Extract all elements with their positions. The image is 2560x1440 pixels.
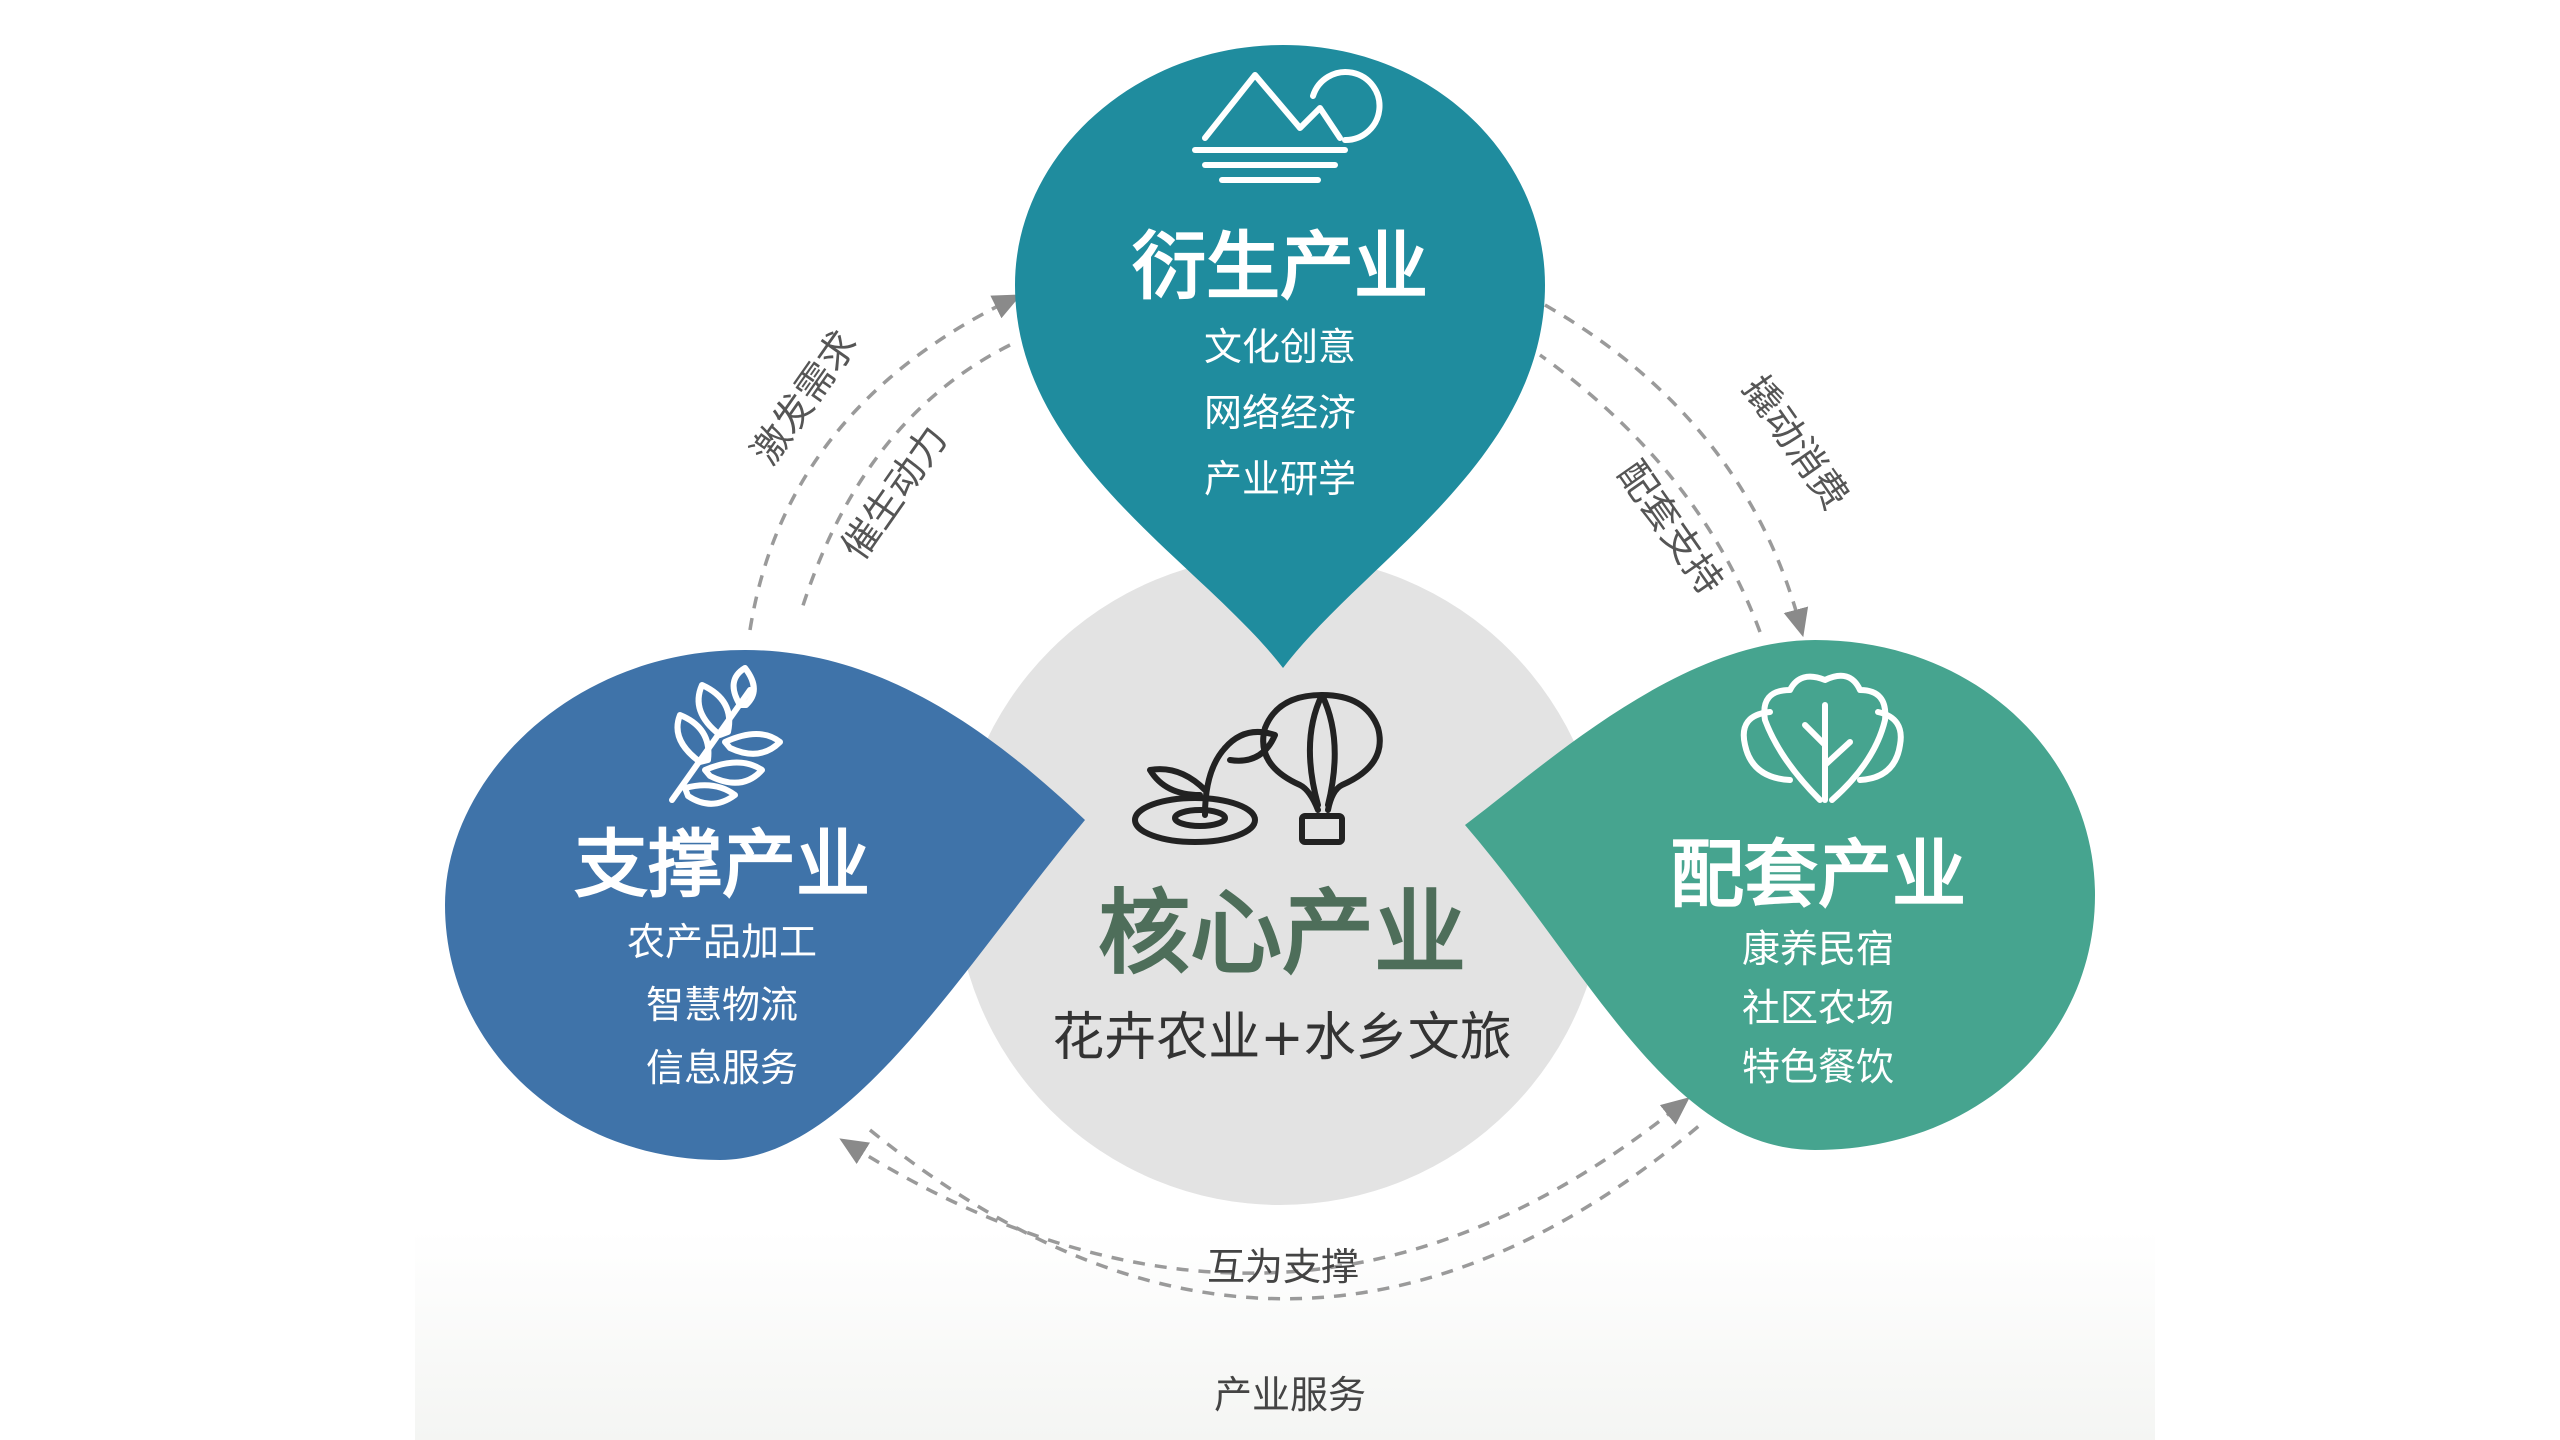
derived-item-1: 文化创意: [1204, 325, 1356, 369]
core-industry-title: 核心产业: [1098, 880, 1466, 987]
facilities-item-1: 康养民宿: [1742, 927, 1894, 971]
label-generate-momentum: 催生动力: [833, 418, 956, 568]
facilities-item-2: 社区农场: [1742, 986, 1894, 1030]
vegetable-icon: [1740, 672, 1904, 803]
label-mutual-support: 互为支撑: [1207, 1245, 1359, 1289]
label-industry-service: 产业服务: [1214, 1373, 1366, 1417]
facilities-item-3: 特色餐饮: [1742, 1045, 1894, 1089]
arc-right-inner: [1538, 353, 1762, 633]
support-industry-shape: [445, 650, 1085, 1160]
derived-industry-title: 衍生产业: [1132, 224, 1428, 310]
support-item-3: 信息服务: [646, 1046, 798, 1090]
facilities-industry-title: 配套产业: [1670, 832, 1966, 918]
derived-item-2: 网络经济: [1204, 391, 1356, 435]
bottom-backdrop: [415, 1230, 2155, 1440]
support-item-1: 农产品加工: [627, 920, 817, 964]
arrow-arcs: [748, 294, 1809, 1301]
supporting-facilities-shape: [1465, 640, 2095, 1150]
mountain-sun-icon: [1192, 69, 1383, 183]
derived-industry-shape: [1015, 45, 1545, 668]
arc-left-outer: [748, 294, 1022, 631]
label-stimulate-demand: 激发需求: [743, 323, 866, 473]
core-circle: [955, 555, 1605, 1205]
label-leverage-consumption: 撬动消费: [1734, 368, 1857, 518]
arc-right-outer: [1544, 303, 1809, 638]
core-industry-subtitle: 花卉农业+水乡文旅: [1052, 1008, 1512, 1068]
core-industry: [955, 555, 1605, 1205]
arc-bottom-inner: [839, 1097, 1690, 1275]
support-item-2: 智慧物流: [646, 983, 798, 1027]
derived-item-3: 产业研学: [1204, 457, 1356, 501]
support-industry-title: 支撑产业: [574, 822, 870, 908]
hot-air-balloon-icon: [1260, 692, 1383, 845]
arc-left-inner: [798, 343, 1011, 616]
sprout-icon: [1132, 729, 1278, 845]
leaf-branch-icon: [669, 665, 783, 807]
